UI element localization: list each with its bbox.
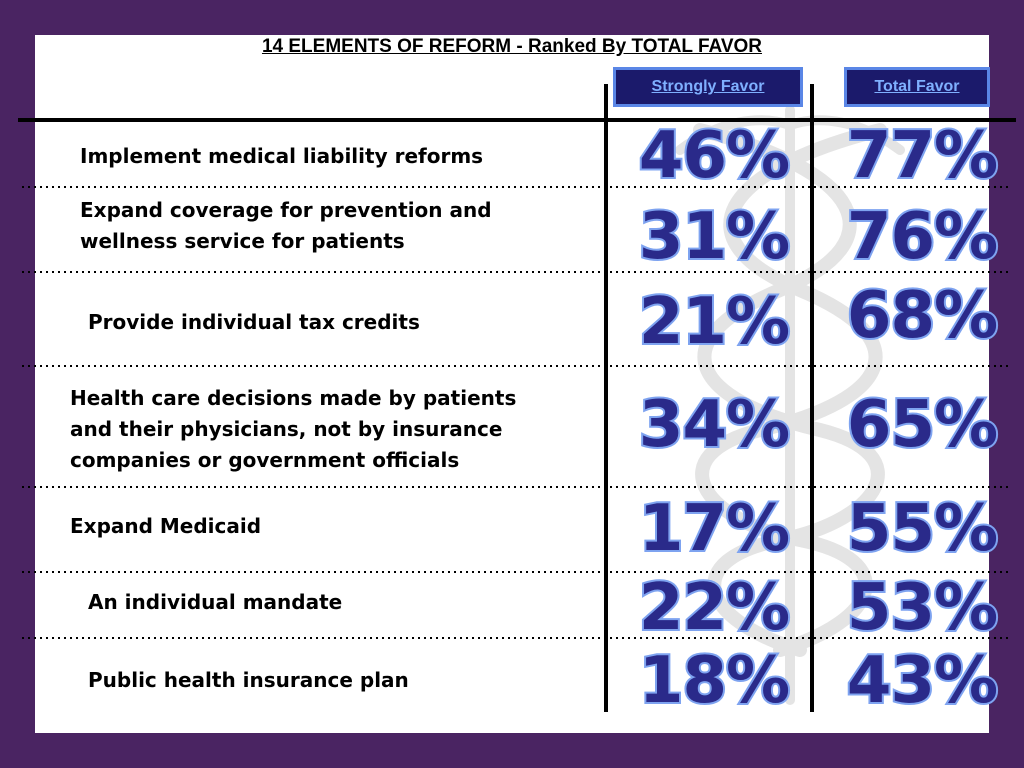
total-favor-value: 76%	[845, 200, 1000, 274]
strongly-favor-value: 46%	[637, 119, 792, 193]
header-total-favor: Total Favor	[844, 67, 990, 107]
strongly-favor-value: 17%	[637, 492, 792, 566]
header-strongly-favor-label: Strongly Favor	[651, 78, 765, 95]
strongly-favor-value: 21%	[637, 285, 792, 359]
row-label-patient-decisions: Health care decisions made by patients a…	[70, 386, 517, 472]
row-label-medical-liability: Implement medical liability reforms	[80, 144, 484, 168]
row-label-prevention-wellness: Expand coverage for prevention and welln…	[80, 198, 492, 253]
header-strongly-favor: Strongly Favor	[613, 67, 803, 107]
total-favor-value: 77%	[845, 119, 1000, 193]
total-favor-value: 55%	[845, 492, 1000, 566]
strongly-favor-value: 18%	[637, 644, 792, 718]
row-label-tax-credits: Provide individual tax credits	[88, 310, 420, 334]
total-favor-value: 53%	[845, 571, 1000, 645]
strongly-favor-value: 22%	[637, 571, 792, 645]
header-total-favor-label: Total Favor	[874, 78, 960, 95]
row-label-expand-medicaid: Expand Medicaid	[70, 514, 262, 538]
page-title: 14 ELEMENTS OF REFORM - Ranked By TOTAL …	[261, 36, 763, 57]
total-favor-value: 68%	[845, 279, 1000, 353]
row-label-individual-mandate: An individual mandate	[88, 590, 343, 614]
strongly-favor-value: 31%	[637, 200, 792, 274]
strongly-favor-value: 34%	[637, 388, 792, 462]
total-favor-value: 65%	[845, 388, 1000, 462]
total-favor-value: 43%	[845, 644, 1000, 718]
row-label-public-plan: Public health insurance plan	[88, 668, 409, 692]
